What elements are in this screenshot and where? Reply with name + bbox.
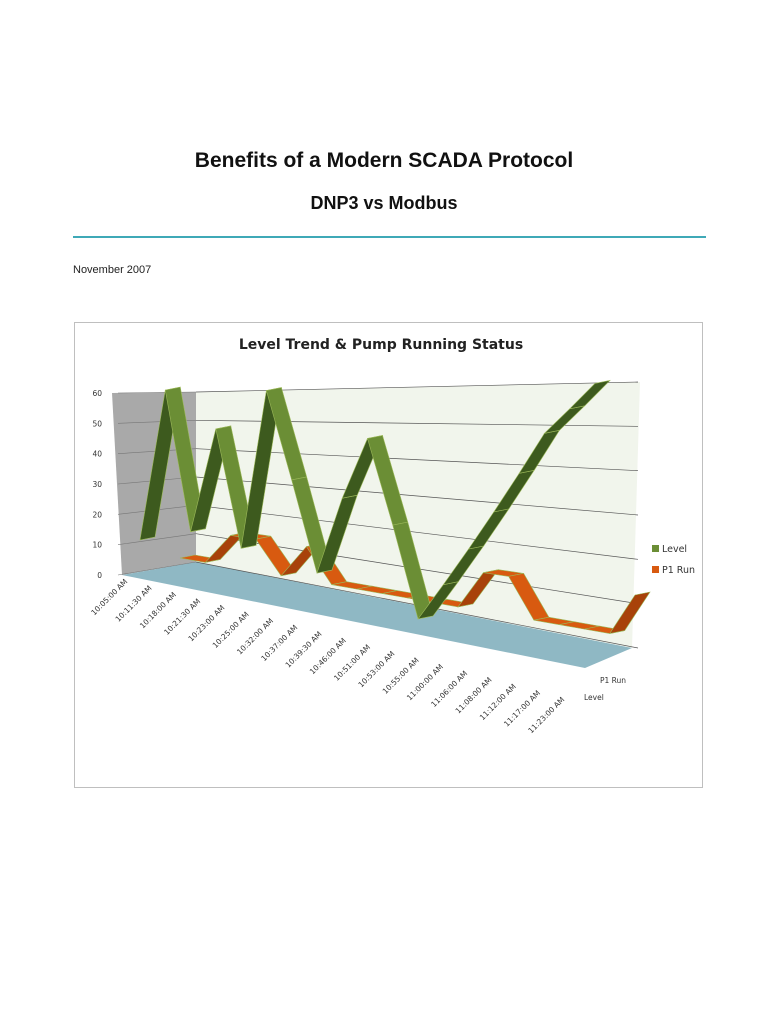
floor bbox=[122, 562, 632, 668]
legend: Level P1 Run bbox=[652, 544, 695, 576]
gridline bbox=[117, 561, 197, 576]
y-tick-label: 10 bbox=[92, 541, 102, 550]
legend-swatch-level bbox=[652, 545, 659, 552]
y-tick-label: 20 bbox=[92, 510, 102, 519]
document-date: November 2007 bbox=[73, 264, 152, 276]
y-tick-label: 0 bbox=[97, 571, 102, 580]
legend-label-level: Level bbox=[662, 544, 687, 555]
legend-label-p1-run: P1 Run bbox=[662, 565, 695, 576]
back-wall bbox=[196, 382, 640, 648]
y-tick-label: 40 bbox=[92, 450, 102, 459]
y-tick-label: 50 bbox=[92, 419, 102, 428]
gridline bbox=[117, 533, 197, 545]
gridline bbox=[195, 476, 639, 516]
level-segment bbox=[568, 379, 611, 410]
depth-label-p1-run: P1 Run bbox=[600, 676, 626, 685]
document-subtitle: DNP3 vs Modbus bbox=[310, 193, 458, 213]
divider bbox=[73, 236, 706, 238]
document-title: Benefits of a Modern SCADA Protocol bbox=[194, 149, 574, 172]
y-tick-label: 60 bbox=[92, 389, 102, 398]
gridline bbox=[195, 504, 639, 560]
depth-label-level: Level bbox=[584, 693, 604, 702]
gridline bbox=[117, 391, 197, 394]
p1-run-segment bbox=[609, 591, 651, 634]
y-tick-label: 30 bbox=[92, 480, 102, 489]
chart-title: Level Trend & Pump Running Status bbox=[239, 337, 523, 353]
legend-swatch-p1-run bbox=[652, 566, 659, 573]
chart-frame bbox=[74, 322, 703, 788]
